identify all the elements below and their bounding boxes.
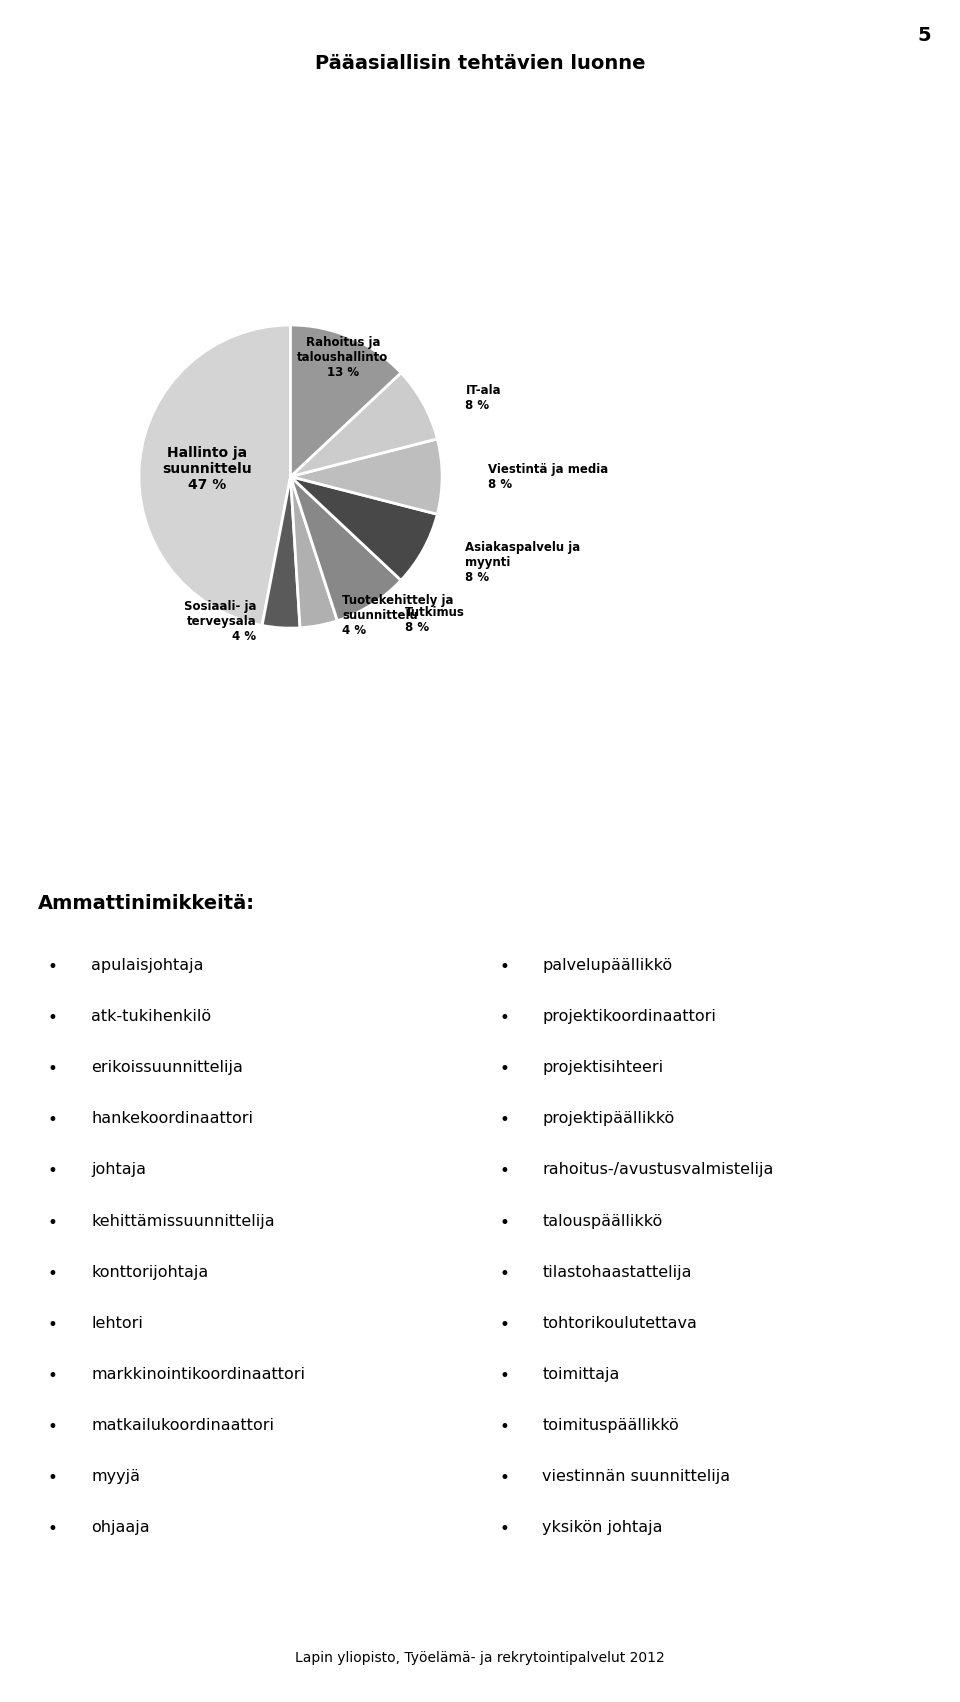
Text: Ammattinimikkeitä:: Ammattinimikkeitä: (38, 894, 255, 912)
Text: atk-tukihenkilö: atk-tukihenkilö (91, 1009, 211, 1025)
Text: apulaisjohtaja: apulaisjohtaja (91, 958, 204, 974)
Text: projektikoordinaattori: projektikoordinaattori (542, 1009, 716, 1025)
Text: Hallinto ja
suunnittelu
47 %: Hallinto ja suunnittelu 47 % (162, 446, 252, 492)
Text: Pääasiallisin tehtävien luonne: Pääasiallisin tehtävien luonne (315, 54, 645, 73)
Text: toimittaja: toimittaja (542, 1367, 620, 1382)
Text: •: • (499, 1316, 509, 1334)
Wedge shape (291, 477, 438, 580)
Text: Lapin yliopisto, Työelämä- ja rekrytointipalvelut 2012: Lapin yliopisto, Työelämä- ja rekrytoint… (295, 1651, 665, 1665)
Text: •: • (48, 1214, 58, 1232)
Text: viestinnän suunnittelija: viestinnän suunnittelija (542, 1469, 731, 1484)
Text: erikoissuunnittelija: erikoissuunnittelija (91, 1060, 243, 1076)
Text: •: • (499, 1520, 509, 1539)
Text: Asiakaspalvelu ja
myynti
8 %: Asiakaspalvelu ja myynti 8 % (466, 541, 581, 584)
Text: hankekoordinaattori: hankekoordinaattori (91, 1111, 253, 1127)
Text: •: • (499, 1162, 509, 1181)
Text: kehittämissuunnittelija: kehittämissuunnittelija (91, 1214, 275, 1229)
Text: •: • (48, 1060, 58, 1079)
Wedge shape (291, 439, 443, 514)
Text: •: • (499, 1265, 509, 1283)
Text: •: • (48, 1111, 58, 1130)
Text: rahoitus-/avustusvalmistelija: rahoitus-/avustusvalmistelija (542, 1162, 774, 1178)
Text: •: • (499, 1418, 509, 1436)
Text: johtaja: johtaja (91, 1162, 146, 1178)
Text: •: • (499, 1469, 509, 1488)
Text: •: • (48, 958, 58, 977)
Text: ohjaaja: ohjaaja (91, 1520, 150, 1535)
Text: projektipäällikkö: projektipäällikkö (542, 1111, 675, 1127)
Text: •: • (499, 1367, 509, 1385)
Text: •: • (48, 1316, 58, 1334)
Text: 5: 5 (918, 26, 931, 44)
Text: tilastohaastattelija: tilastohaastattelija (542, 1265, 692, 1280)
Text: yksikön johtaja: yksikön johtaja (542, 1520, 663, 1535)
Text: Tuotekehittely ja
suunnittelu
4 %: Tuotekehittely ja suunnittelu 4 % (342, 594, 454, 637)
Text: myyjä: myyjä (91, 1469, 140, 1484)
Wedge shape (262, 477, 300, 628)
Wedge shape (291, 325, 401, 477)
Text: •: • (48, 1469, 58, 1488)
Text: projektisihteeri: projektisihteeri (542, 1060, 663, 1076)
Text: •: • (499, 958, 509, 977)
Wedge shape (291, 477, 401, 621)
Text: •: • (48, 1418, 58, 1436)
Text: Rahoitus ja
taloushallinto
13 %: Rahoitus ja taloushallinto 13 % (298, 335, 389, 380)
Text: •: • (499, 1111, 509, 1130)
Wedge shape (291, 373, 438, 477)
Text: •: • (499, 1214, 509, 1232)
Text: •: • (48, 1367, 58, 1385)
Text: •: • (48, 1265, 58, 1283)
Text: Tutkimus
8 %: Tutkimus 8 % (404, 606, 465, 635)
Text: Sosiaali- ja
terveysala
4 %: Sosiaali- ja terveysala 4 % (184, 599, 256, 643)
Text: •: • (48, 1520, 58, 1539)
Text: IT-ala
8 %: IT-ala 8 % (466, 385, 501, 412)
Text: toimituspäällikkö: toimituspäällikkö (542, 1418, 679, 1433)
Text: Viestintä ja media
8 %: Viestintä ja media 8 % (488, 463, 608, 490)
Wedge shape (291, 477, 337, 628)
Text: matkailukoordinaattori: matkailukoordinaattori (91, 1418, 275, 1433)
Text: •: • (499, 1060, 509, 1079)
Text: •: • (48, 1162, 58, 1181)
Text: tohtorikoulutettava: tohtorikoulutettava (542, 1316, 697, 1331)
Text: palvelupäällikkö: palvelupäällikkö (542, 958, 673, 974)
Text: konttorijohtaja: konttorijohtaja (91, 1265, 208, 1280)
Text: •: • (499, 1009, 509, 1028)
Text: lehtori: lehtori (91, 1316, 143, 1331)
Text: markkinointikoordinaattori: markkinointikoordinaattori (91, 1367, 305, 1382)
Text: talouspäällikkö: talouspäällikkö (542, 1214, 662, 1229)
Wedge shape (139, 325, 291, 625)
Text: •: • (48, 1009, 58, 1028)
